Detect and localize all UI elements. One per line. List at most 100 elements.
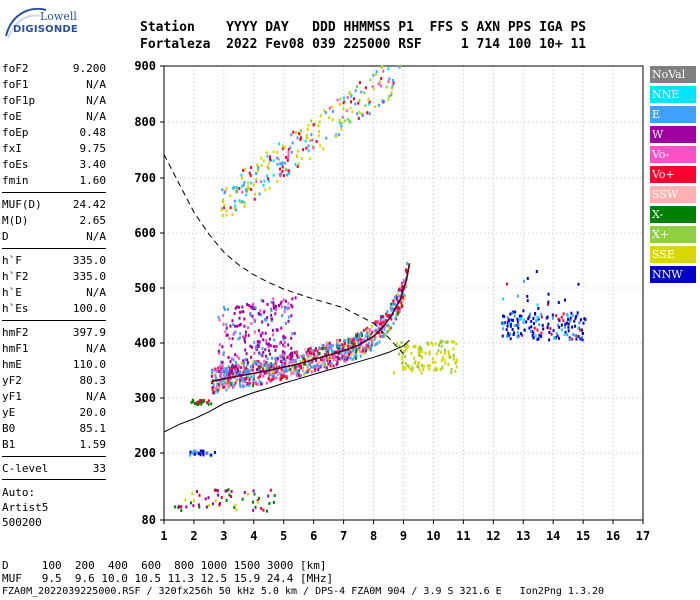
param-row-b1: B1 1.59 xyxy=(2,438,106,452)
echo-point xyxy=(199,453,202,457)
echo-point xyxy=(355,347,358,351)
echo-point xyxy=(226,375,229,379)
echo-point xyxy=(283,174,285,177)
echo-point xyxy=(278,304,280,308)
echo-point xyxy=(516,330,519,334)
footer-muf-row: MUF 9.5 9.6 10.0 10.5 11.3 12.5 15.9 24.… xyxy=(2,572,334,585)
echo-point xyxy=(429,364,432,368)
echo-point xyxy=(564,298,566,302)
echo-point xyxy=(309,347,312,351)
echo-point xyxy=(344,351,347,355)
echo-point xyxy=(410,351,413,355)
y-tick-label: 900 xyxy=(134,59,156,73)
echo-point xyxy=(311,138,314,142)
echo-point xyxy=(230,382,232,386)
echo-point xyxy=(450,340,453,344)
echo-point xyxy=(283,345,286,349)
echo-point xyxy=(238,305,241,309)
echo-point xyxy=(267,167,270,170)
echo-point xyxy=(528,326,531,330)
echo-point xyxy=(225,371,227,375)
echo-point xyxy=(367,98,370,101)
echo-point xyxy=(571,313,574,317)
echo-point xyxy=(272,150,275,154)
echo-point xyxy=(360,343,363,347)
echo-point xyxy=(256,340,259,344)
y-tick-label: 400 xyxy=(134,336,156,350)
echo-point xyxy=(311,349,314,353)
echo-point xyxy=(401,361,404,365)
echo-point xyxy=(274,376,277,380)
echo-point xyxy=(252,302,255,306)
echo-point xyxy=(272,297,275,301)
echo-point xyxy=(400,341,403,344)
echo-point xyxy=(202,450,205,453)
echo-point xyxy=(443,358,446,362)
echo-point xyxy=(229,375,232,379)
echo-point xyxy=(350,341,353,345)
echo-point xyxy=(290,133,293,137)
echo-point xyxy=(322,147,325,151)
echo-point xyxy=(316,353,319,357)
echo-point xyxy=(272,373,275,377)
echo-point xyxy=(574,324,577,328)
echo-point xyxy=(356,341,359,345)
echo-point xyxy=(199,399,201,403)
echo-point xyxy=(357,341,360,345)
echo-point xyxy=(313,352,316,356)
echo-point xyxy=(227,365,230,369)
echo-point xyxy=(256,500,259,504)
echo-point xyxy=(392,321,395,325)
echo-point xyxy=(383,327,386,331)
echo-point xyxy=(190,501,192,505)
echo-point xyxy=(366,332,369,336)
echo-point xyxy=(402,286,405,289)
echo-point xyxy=(322,357,325,361)
echo-point xyxy=(247,361,249,365)
echo-point xyxy=(260,164,263,168)
echo-point xyxy=(347,118,350,122)
echo-point xyxy=(234,381,237,385)
x-tick-label: 14 xyxy=(546,529,560,543)
echo-point xyxy=(298,364,301,368)
echo-point xyxy=(380,318,383,321)
echo-point xyxy=(299,366,302,370)
echo-point xyxy=(230,489,233,493)
echo-point xyxy=(339,357,342,361)
echo-point xyxy=(359,337,362,341)
echo-point xyxy=(275,358,278,362)
echo-point xyxy=(396,311,399,315)
echo-point xyxy=(252,489,255,493)
echo-point xyxy=(212,391,215,395)
echo-point xyxy=(220,208,223,212)
echo-point xyxy=(236,305,239,309)
echo-point xyxy=(286,374,289,378)
echo-point xyxy=(584,318,587,322)
echo-point xyxy=(234,503,237,507)
echo-point xyxy=(548,338,551,342)
param-row-hme: hmE 110.0 xyxy=(2,358,106,372)
echo-point xyxy=(231,365,233,369)
echo-point xyxy=(279,162,282,166)
echo-point xyxy=(216,382,219,386)
echo-point xyxy=(276,180,279,183)
param-value: 1.59 xyxy=(79,438,107,451)
echo-point xyxy=(277,365,279,369)
echo-point xyxy=(269,352,271,356)
echo-point xyxy=(398,344,401,348)
echo-point xyxy=(267,494,270,498)
echo-point xyxy=(265,367,268,371)
echo-point xyxy=(210,371,213,375)
echo-point xyxy=(406,345,409,349)
echo-point xyxy=(304,348,307,352)
echo-point xyxy=(267,179,270,183)
echo-point xyxy=(390,317,393,321)
echo-point xyxy=(571,337,574,341)
echo-point xyxy=(566,333,569,337)
echo-point xyxy=(252,384,255,388)
echo-point xyxy=(237,337,240,341)
echo-point xyxy=(540,315,543,319)
echo-point xyxy=(435,352,438,356)
echo-point xyxy=(243,338,246,342)
echo-point xyxy=(381,99,384,103)
